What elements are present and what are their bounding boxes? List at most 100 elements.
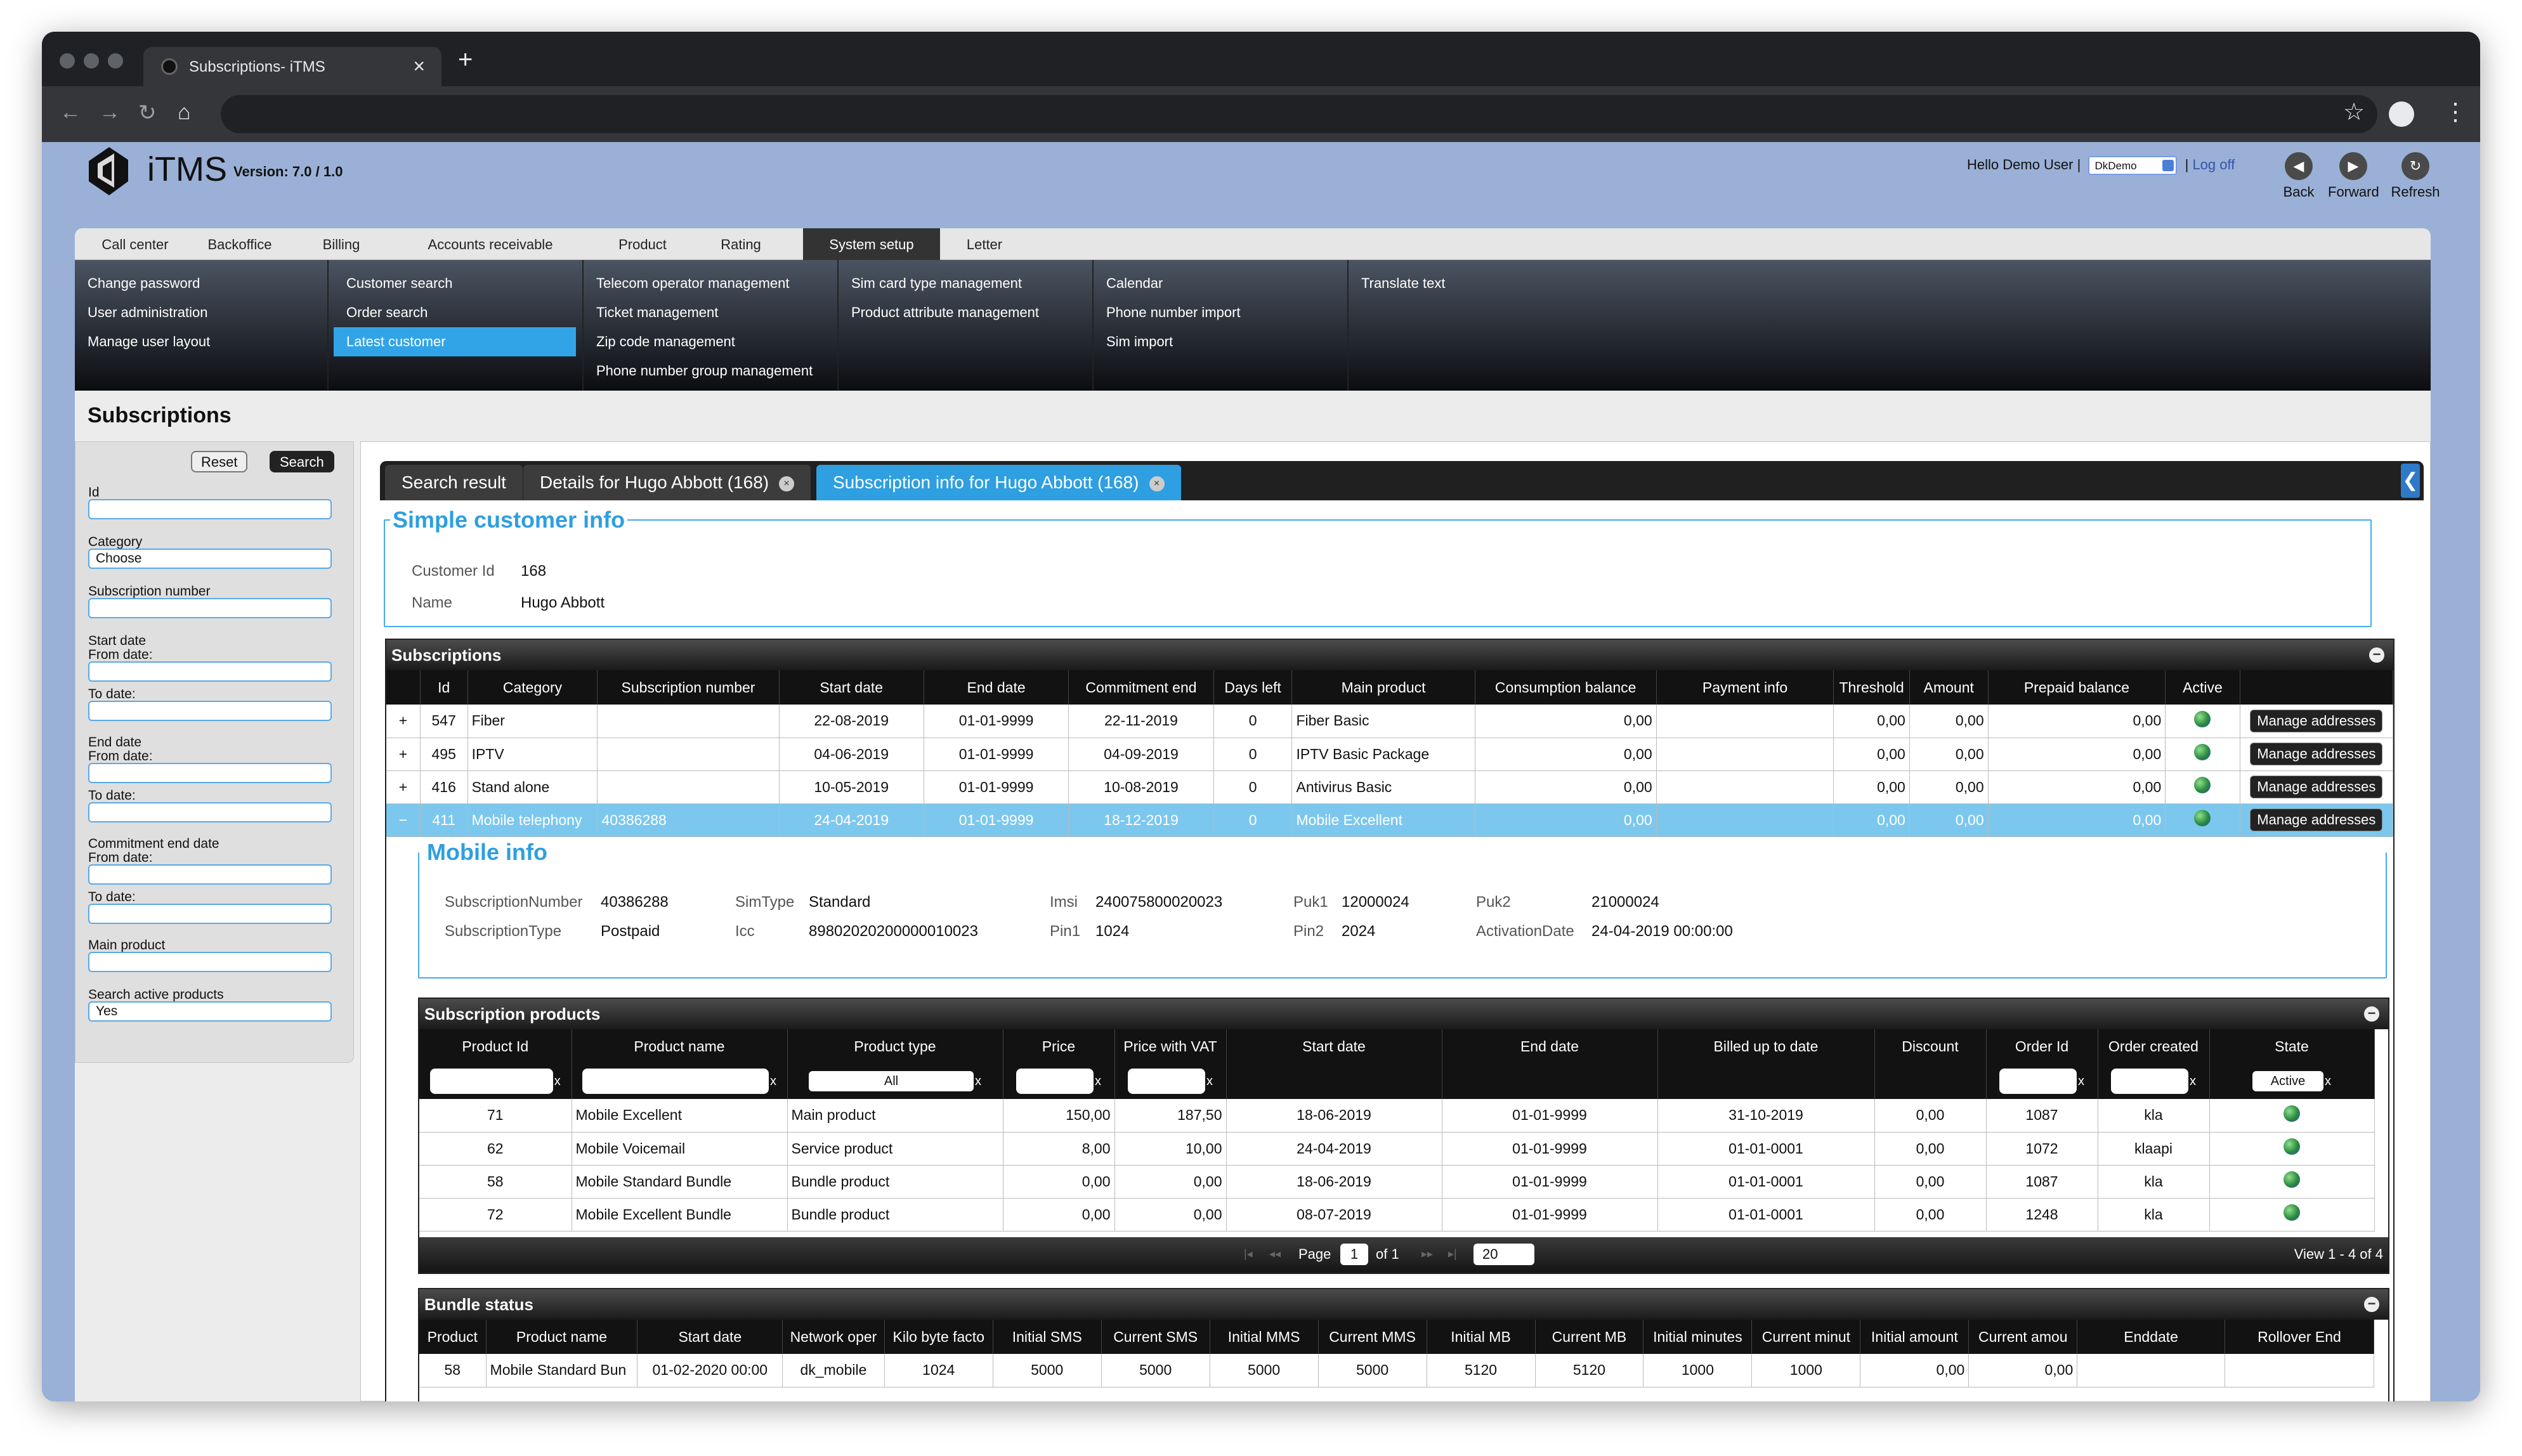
collapse-panel-icon[interactable]: ❮ (2401, 464, 2420, 498)
clear-filter-icon[interactable]: x (2325, 1074, 2331, 1089)
close-icon[interactable]: × (1149, 476, 1165, 491)
menu-tab-product[interactable]: Product (618, 237, 667, 252)
column-header[interactable]: Id (420, 670, 468, 705)
clear-filter-icon[interactable]: x (554, 1074, 561, 1089)
page-size-select[interactable]: 20 (1473, 1244, 1534, 1265)
column-header[interactable]: Subscription number (597, 670, 780, 705)
expand-toggle-icon[interactable]: + (386, 770, 421, 804)
tab-subscription-info[interactable]: Subscription info for Hugo Abbott (168) × (816, 465, 1181, 500)
menu-tab-rating[interactable]: Rating (721, 237, 761, 252)
column-header[interactable]: Price with VAT (1114, 1029, 1227, 1063)
address-bar[interactable] (221, 95, 2377, 133)
column-header[interactable]: Current MB (1535, 1320, 1644, 1354)
column-header[interactable]: State (2209, 1029, 2375, 1063)
refresh-button[interactable]: ↻ Refresh (2390, 152, 2441, 200)
expand-toggle-icon[interactable]: + (386, 705, 421, 738)
column-header[interactable]: End date (1442, 1029, 1658, 1063)
clear-filter-icon[interactable]: x (1095, 1074, 1101, 1089)
column-header[interactable]: Price (1003, 1029, 1115, 1063)
end-to-input[interactable] (88, 802, 332, 822)
clear-filter-icon[interactable]: x (975, 1074, 981, 1089)
column-header[interactable]: Start date (1226, 1029, 1442, 1063)
column-header[interactable]: End date (924, 670, 1069, 705)
column-header[interactable]: Current MMS (1318, 1320, 1427, 1354)
column-header[interactable]: Main product (1291, 670, 1475, 705)
collapse-icon[interactable]: − (2364, 1006, 2379, 1022)
submenu-phone-number-import[interactable]: Phone number import (1106, 304, 1241, 320)
table-row[interactable]: 62 Mobile Voicemail Service product 8,00 10,… (419, 1132, 2375, 1166)
column-header[interactable]: Prepaid balance (1988, 670, 2166, 705)
table-row[interactable]: +495 IPTV 04-06-2019 01-01-9999 04-09-2019 0 I… (386, 738, 2394, 771)
submenu-user-administration[interactable]: User administration (88, 304, 208, 320)
tab-customer-details[interactable]: Details for Hugo Abbott (168) × (523, 465, 811, 500)
column-header[interactable]: Initial minutes (1643, 1320, 1753, 1354)
column-header[interactable]: Current SMS (1101, 1320, 1210, 1354)
submenu-latest-customer[interactable]: Latest customer (334, 327, 576, 356)
filter-input[interactable] (429, 1069, 553, 1094)
submenu-phone-number-group-management[interactable]: Phone number group management (596, 363, 813, 379)
submenu-ticket-management[interactable]: Ticket management (596, 304, 719, 320)
column-header[interactable]: Days left (1213, 670, 1293, 705)
main-product-input[interactable] (88, 952, 332, 972)
column-header[interactable]: Order created (2098, 1029, 2210, 1063)
menu-tab-call-center[interactable]: Call center (101, 237, 169, 252)
column-header[interactable]: Product Id (419, 1029, 572, 1063)
column-header[interactable]: Product name (486, 1320, 638, 1354)
column-header[interactable]: Commitment end (1068, 670, 1214, 705)
first-page-icon[interactable]: |◂ (1244, 1247, 1253, 1260)
end-from-input[interactable] (88, 763, 332, 783)
clear-filter-icon[interactable]: x (2078, 1074, 2084, 1089)
window-close-dot[interactable] (60, 53, 75, 68)
submenu-customer-search[interactable]: Customer search (346, 275, 453, 291)
column-header[interactable]: Product name (572, 1029, 788, 1063)
back-arrow-icon[interactable]: ← (60, 100, 81, 124)
home-icon[interactable]: ⌂ (178, 100, 191, 124)
column-header[interactable]: Amount (1909, 670, 1989, 705)
menu-tab-backoffice[interactable]: Backoffice (207, 237, 272, 252)
column-header[interactable]: Initial SMS (993, 1320, 1102, 1354)
state-filter[interactable]: Active (2252, 1071, 2323, 1091)
collapse-icon[interactable]: − (2369, 647, 2384, 663)
column-header[interactable]: Kilo byte facto (884, 1320, 993, 1354)
reload-icon[interactable]: ↻ (138, 101, 157, 125)
menu-tab-billing[interactable]: Billing (322, 237, 360, 252)
table-row[interactable]: 71 Mobile Excellent Main product 150,00 187,… (419, 1099, 2375, 1133)
filter-input[interactable] (582, 1069, 769, 1094)
column-header[interactable]: Enddate (2077, 1320, 2226, 1354)
submenu-zip-code-management[interactable]: Zip code management (596, 334, 735, 349)
tab-close-icon[interactable]: × (413, 55, 425, 77)
next-page-icon[interactable]: ▸▸ (1421, 1247, 1434, 1260)
column-header[interactable]: Product type (787, 1029, 1003, 1063)
filter-input[interactable] (1016, 1069, 1094, 1094)
subscription-number-input[interactable] (88, 598, 332, 618)
prev-page-icon[interactable]: ◂◂ (1269, 1247, 1281, 1260)
submenu-telecom-operator-management[interactable]: Telecom operator management (596, 275, 790, 291)
profile-icon[interactable] (2389, 101, 2414, 127)
search-active-select[interactable]: Yes (88, 1001, 332, 1022)
browser-menu-icon[interactable]: ⋮ (2443, 99, 2467, 126)
search-button[interactable]: Search (270, 451, 334, 472)
submenu-product-attribute-management[interactable]: Product attribute management (851, 304, 1039, 320)
submenu-manage-user-layout[interactable]: Manage user layout (88, 334, 211, 349)
column-header[interactable]: Category (467, 670, 598, 705)
product-type-filter[interactable]: All (809, 1071, 974, 1091)
column-header[interactable]: Product (419, 1320, 487, 1354)
column-header[interactable]: Rollover End (2225, 1320, 2374, 1354)
table-row[interactable]: −411 Mobile telephony 40386288 24-04-2019 01… (386, 803, 2394, 837)
column-header[interactable]: Order Id (1986, 1029, 2098, 1063)
manage-addresses-button[interactable]: Manage addresses (2250, 809, 2383, 831)
table-row[interactable]: +547 Fiber 22-08-2019 01-01-9999 22-11-2019 0… (386, 705, 2394, 738)
new-tab-icon[interactable]: + (458, 46, 473, 74)
table-row[interactable]: +416 Stand alone 10-05-2019 01-01-9999 10-08… (386, 770, 2394, 804)
column-header[interactable]: Active (2165, 670, 2240, 705)
manage-addresses-button[interactable]: Manage addresses (2250, 743, 2383, 765)
column-header[interactable]: Payment info (1656, 670, 1834, 705)
forward-button[interactable]: ▶ Forward (2328, 152, 2379, 200)
close-icon[interactable]: × (779, 476, 795, 491)
column-header[interactable]: Initial MB (1427, 1320, 1536, 1354)
column-header[interactable]: Consumption balance (1475, 670, 1657, 705)
submenu-calendar[interactable]: Calendar (1106, 275, 1163, 291)
column-header[interactable]: Billed up to date (1657, 1029, 1875, 1063)
column-header[interactable]: Network oper (782, 1320, 885, 1354)
table-row[interactable]: 58 Mobile Standard Bun 01-02-2020 00:00 dk_… (419, 1354, 2374, 1388)
